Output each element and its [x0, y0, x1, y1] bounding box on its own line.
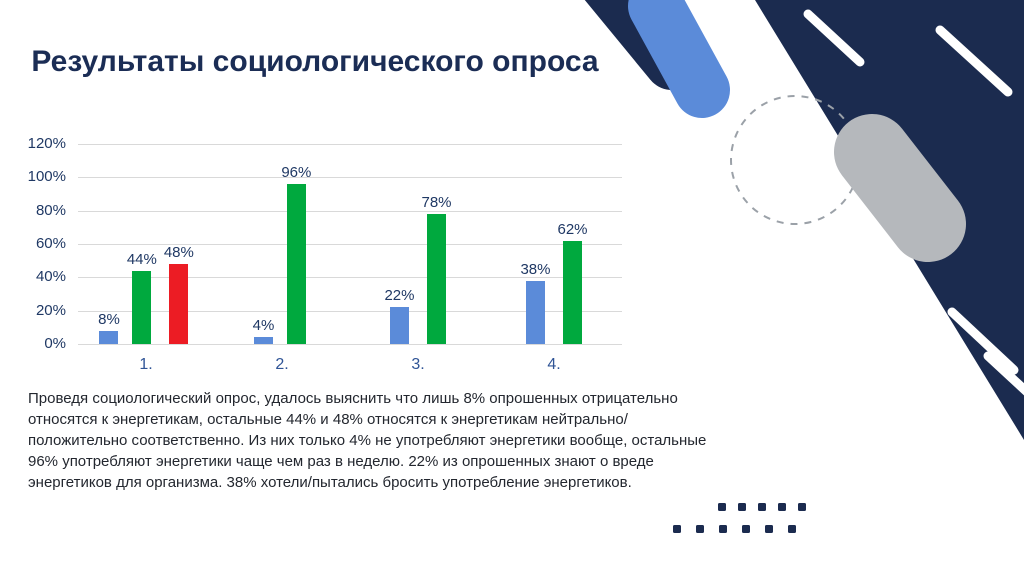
bar-group: 22% 78% 3. [350, 144, 486, 373]
bar-value-label: 38% [520, 260, 551, 278]
bar-item: 48% [164, 244, 194, 344]
bar-item: 62% [558, 221, 588, 344]
chart-body: 120% 100% 80% 60% 40% 20% 0% 8% 44% 48% 1. 4% 96% 2.… [18, 135, 622, 373]
plot-area: 8% 44% 48% 1. 4% 96% 2. 22% 78% 3. 38% 62% 4. [78, 144, 622, 373]
white-line-decoration [935, 25, 1013, 97]
survey-bar-chart: 120% 100% 80% 60% 40% 20% 0% 8% 44% 48% 1. 4% 96% 2.… [18, 134, 622, 384]
gridline [78, 344, 622, 345]
bar-value-label: 48% [163, 244, 194, 261]
bar-group: 8% 44% 48% 1. [78, 144, 214, 373]
bar-negative [525, 280, 545, 344]
bar-item: 8% [98, 311, 120, 344]
bar-value-label: 44% [126, 250, 157, 268]
bar-item: 78% [422, 194, 452, 344]
bar-value-label: 78% [421, 194, 452, 211]
bar-positive [169, 264, 189, 344]
y-axis-label: 20% [35, 301, 66, 319]
gridline [78, 210, 622, 212]
bar-value-label: 96% [281, 164, 312, 181]
bar-negative [389, 307, 409, 344]
bar-neutral [132, 270, 152, 344]
x-axis-label: 4. [547, 356, 561, 373]
bar-negative [99, 330, 119, 344]
y-axis-label: 120% [27, 135, 66, 152]
blue-capsule-shape [628, 0, 730, 118]
dots-pattern [673, 503, 806, 533]
bar-item: 38% [520, 260, 551, 344]
bar-item: 22% [384, 287, 415, 344]
white-line-decoration [947, 307, 1019, 375]
bar-value-label: 4% [252, 317, 275, 335]
bar-negative [253, 337, 273, 344]
bar-neutral [563, 240, 583, 344]
y-axis-label: 100% [27, 168, 66, 186]
y-axis-label: 60% [35, 235, 66, 252]
bar-item: 44% [127, 251, 157, 344]
gridline [78, 177, 622, 179]
white-line-decoration [983, 351, 1024, 396]
x-axis-label: 3. [411, 356, 425, 373]
gridline [78, 277, 622, 279]
slide-title: Результаты социологического опроса [31, 45, 599, 78]
white-line-decoration [803, 9, 865, 67]
bar-item: 96% [281, 164, 311, 344]
bar-value-label: 62% [557, 220, 588, 238]
gridline [78, 244, 622, 245]
x-axis-label: 2. [275, 356, 289, 373]
bar-group: 4% 96% 2. [214, 144, 350, 373]
bar-group: 38% 62% 4. [486, 144, 622, 373]
y-axis-label: 40% [35, 268, 66, 286]
plot-groups: 8% 44% 48% 1. 4% 96% 2. 22% 78% 3. 38% 62% 4. [78, 144, 622, 373]
gridline [78, 310, 622, 312]
x-axis-label: 1. [139, 356, 153, 373]
bar-neutral [427, 214, 447, 344]
y-axis-label: 80% [35, 201, 66, 219]
bar-value-label: 22% [384, 287, 415, 305]
summary-paragraph: Проведя социологический опрос, удалось в… [28, 390, 707, 491]
gridline [78, 144, 622, 145]
bar-item: 4% [252, 317, 275, 344]
y-axis-label: 0% [44, 335, 66, 352]
y-axis: 120% 100% 80% 60% 40% 20% 0% [18, 135, 74, 352]
bar-neutral [286, 184, 306, 344]
gray-capsule-shape [834, 114, 966, 262]
bar-value-label: 8% [98, 310, 120, 328]
